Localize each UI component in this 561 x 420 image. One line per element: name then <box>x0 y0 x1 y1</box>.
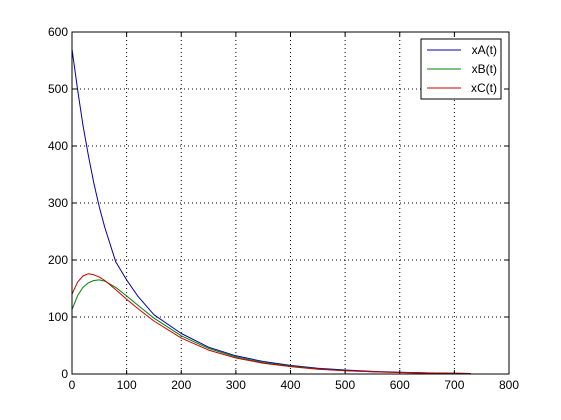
series-line-3 <box>71 273 471 375</box>
legend-label: xB(t) <box>472 62 497 76</box>
x-tick-label: 500 <box>335 378 355 392</box>
x-tick-label: 800 <box>499 378 519 392</box>
y-tick-label: 0 <box>61 367 68 381</box>
x-tick-label: 300 <box>226 378 246 392</box>
y-tick-label: 500 <box>48 82 68 96</box>
x-tick-label: 100 <box>117 378 137 392</box>
y-tick-label: 600 <box>48 25 68 39</box>
y-tick-label: 100 <box>48 310 68 324</box>
x-tick-label: 200 <box>171 378 191 392</box>
x-tick-label: 400 <box>280 378 300 392</box>
legend: xA(t) xB(t) xC(t) <box>420 38 502 100</box>
legend-label: xC(t) <box>471 81 497 95</box>
y-tick-label: 200 <box>48 253 68 267</box>
data-series <box>71 49 471 375</box>
x-tick-label: 0 <box>69 378 76 392</box>
axis-ticks: 0 100 200 300 400 500 600 700 800 0 100 200 300 400 50… <box>48 25 519 392</box>
legend-label: xA(t) <box>472 43 497 57</box>
y-tick-label: 400 <box>48 139 68 153</box>
x-tick-label: 700 <box>444 378 464 392</box>
y-tick-label: 300 <box>48 196 68 210</box>
x-tick-label: 600 <box>390 378 410 392</box>
